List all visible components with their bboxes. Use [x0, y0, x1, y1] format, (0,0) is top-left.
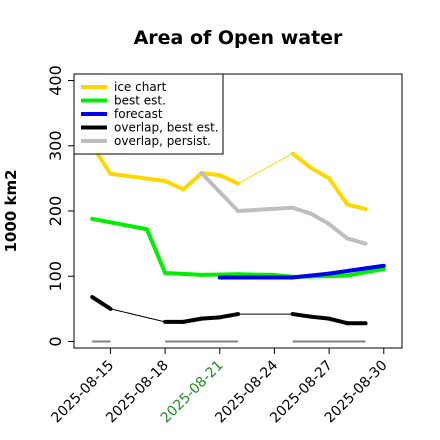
series-5-segment [345, 236, 368, 246]
series-1-segment [308, 165, 332, 181]
series-2-segment [236, 272, 277, 277]
series-4-segment [109, 308, 166, 323]
series-layer [90, 143, 386, 343]
y-tick-label: 100 [46, 261, 65, 292]
series-5-segment [236, 205, 295, 213]
legend-label-2: best est. [114, 94, 166, 108]
series-2-segment [163, 270, 204, 277]
series-4-segment [181, 316, 204, 324]
series-4-segment [217, 312, 240, 320]
series-5-segment [308, 211, 332, 227]
series-4-segment [90, 295, 113, 311]
legend-label-1: ice chart [114, 80, 167, 94]
series-2-segment [199, 272, 240, 277]
y-tick-label: 400 [46, 65, 65, 96]
chart-title: Area of Open water [134, 27, 343, 49]
series-1-segment [327, 176, 350, 207]
series-1-segment [181, 171, 204, 192]
series-1-segment [217, 173, 240, 186]
legend-label-3: forecast [114, 107, 163, 121]
y-axis-label: 1000 km2 [2, 169, 20, 252]
series-4-segment [290, 312, 313, 319]
x-axis: 2025-08-152025-08-182025-08-212025-08-24… [48, 348, 391, 426]
series-2-segment [90, 216, 149, 232]
series-1-segment [345, 202, 368, 212]
series-3-segment [327, 266, 368, 276]
series-4-segment [199, 315, 222, 321]
series-2-segment [345, 267, 386, 278]
series-1-segment [163, 178, 186, 192]
series-1-segment [108, 171, 168, 183]
series-2-segment [144, 227, 168, 275]
series-3-segment [290, 271, 332, 280]
series-1-segment [237, 153, 294, 185]
series-1-segment [290, 151, 313, 170]
series-4-segment [308, 314, 332, 321]
legend-label-4: overlap, best est. [114, 121, 219, 135]
y-tick-label: 200 [46, 196, 65, 227]
series-4-segment [327, 316, 350, 326]
series-5-segment [290, 205, 313, 216]
legend-label-5: overlap, persist. [114, 134, 211, 148]
series-5-segment [327, 222, 350, 241]
y-tick-label: 0 [46, 336, 65, 346]
y-axis: 0 100 200 300 400 [46, 65, 74, 347]
series-5-segment [199, 171, 240, 213]
y-tick-label: 300 [46, 130, 65, 161]
series-3-segment [363, 263, 386, 271]
